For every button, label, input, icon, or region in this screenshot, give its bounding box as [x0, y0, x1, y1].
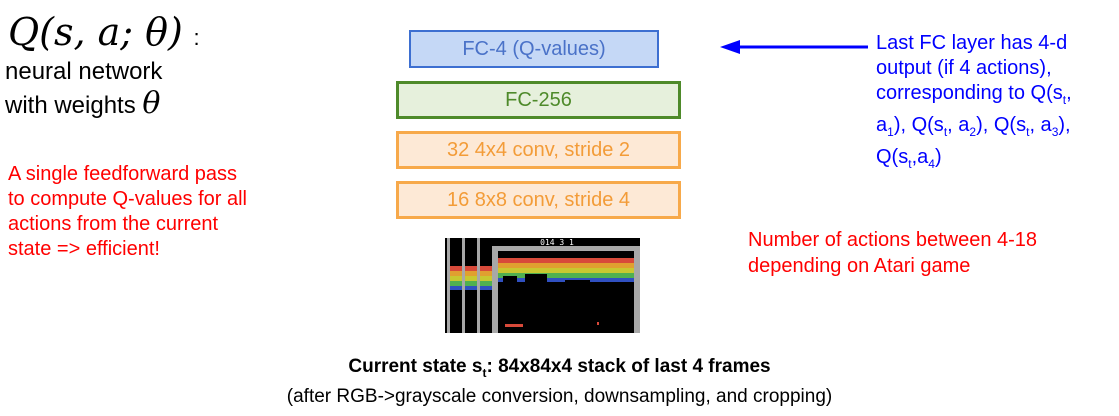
- q-function-colon: :: [193, 25, 200, 50]
- fc-note-a3: , a: [1029, 114, 1052, 136]
- fc-note-a1: a: [876, 114, 888, 136]
- caption-subtitle: (after RGB->grayscale conversion, downsa…: [286, 385, 833, 407]
- subscript-1: 1: [887, 125, 894, 139]
- network-desc-line1: neural network: [5, 58, 163, 85]
- atari-note-line1: Number of actions between 4-18: [748, 229, 1038, 251]
- feedforward-line1: A single feedforward pass: [8, 163, 238, 185]
- fc-note-line3: corresponding to Q(st,: [876, 81, 1116, 113]
- layer-fc4: FC-4 (Q-values): [409, 30, 659, 68]
- caption-title-post: : 84x84x4 stack of last 4 frames: [486, 356, 771, 377]
- fc-layer-note: Last FC layer has 4-d output (if 4 actio…: [876, 31, 1116, 177]
- network-description: neural network with weights θ: [5, 56, 162, 122]
- caption-title-pre: Current state s: [348, 356, 483, 377]
- frame-back-3: [477, 238, 495, 333]
- caption-subscript-t: t: [482, 365, 487, 380]
- frame-score: 014 3 1: [540, 238, 574, 247]
- frame-back-2: [462, 238, 480, 333]
- network-desc-weights: with weights: [5, 92, 136, 119]
- frame-back-1: [445, 238, 465, 333]
- subscript-t: t: [1062, 93, 1067, 107]
- subscript-t: t: [908, 157, 912, 171]
- fc-note-comma: ,: [1066, 82, 1072, 104]
- fc-note-close: ),: [1058, 114, 1071, 136]
- fc-note-line1: Last FC layer has 4-d: [876, 32, 1068, 54]
- subscript-2: 2: [969, 125, 977, 139]
- network-desc-line2: with weights θ: [5, 88, 162, 122]
- fc-note-q4: Q(s: [876, 146, 909, 168]
- theta-symbol: θ: [142, 86, 161, 121]
- feedforward-note: A single feedforward pass to compute Q-v…: [8, 162, 328, 262]
- layer-conv2: 32 4x4 conv, stride 2: [396, 131, 681, 169]
- subscript-t: t: [1026, 125, 1030, 139]
- fc-note-q2: ), Q(s: [893, 114, 944, 136]
- fc-note-line5: Q(st,a4): [876, 145, 1116, 177]
- fc-note-end: ): [934, 146, 942, 168]
- layer-fc256: FC-256: [396, 81, 681, 119]
- fc-note-q1-prefix: corresponding to Q(s: [876, 82, 1063, 104]
- atari-actions-note: Number of actions between 4-18 depending…: [748, 227, 1108, 279]
- q-function-label: Q(s, a; θ) :: [8, 10, 200, 55]
- atari-frame-stack: 014 3 1: [445, 238, 640, 333]
- arrow-left-icon: [720, 40, 868, 54]
- fc-note-a2: , a: [947, 114, 970, 136]
- caption: Current state st: 84x84x4 stack of last …: [0, 355, 1119, 409]
- fc-note-line4: a1), Q(st, a2), Q(st, a3),: [876, 113, 1116, 145]
- feedforward-line2: to compute Q-values for all: [8, 188, 247, 210]
- fc-note-q3: ), Q(s: [976, 114, 1027, 136]
- atari-note-line2: depending on Atari game: [748, 255, 971, 277]
- frame-front: 014 3 1: [492, 238, 640, 333]
- fc-note-a4: ,a: [911, 146, 929, 168]
- subscript-4: 4: [928, 157, 935, 171]
- layer-conv1: 16 8x8 conv, stride 4: [396, 181, 681, 219]
- feedforward-line4: state => efficient!: [8, 238, 160, 260]
- feedforward-line3: actions from the current: [8, 213, 219, 235]
- fc-note-line2: output (if 4 actions),: [876, 57, 1052, 79]
- subscript-3: 3: [1051, 125, 1059, 139]
- caption-title: Current state st: 84x84x4 stack of last …: [0, 355, 1119, 385]
- q-function-expr: Q(s, a; θ): [8, 10, 183, 54]
- subscript-t: t: [943, 125, 948, 139]
